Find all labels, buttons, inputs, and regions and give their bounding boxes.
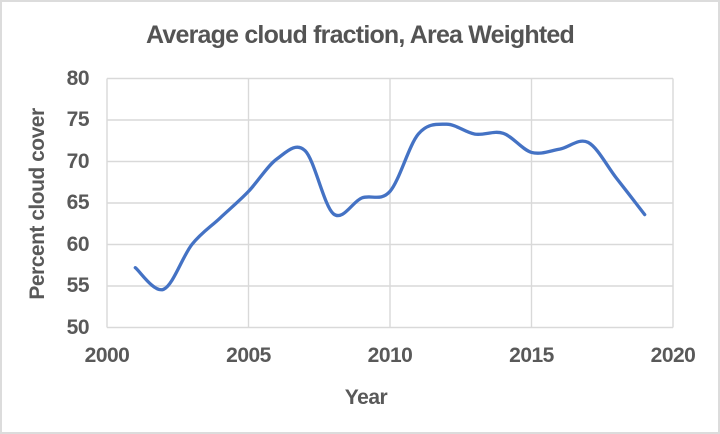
- y-tick-label: 70: [66, 149, 90, 173]
- y-tick-label: 60: [66, 232, 90, 256]
- x-tick-label: 2005: [226, 344, 271, 367]
- y-axis-title: Percent cloud cover: [26, 108, 49, 300]
- y-tick-label: 55: [66, 274, 90, 297]
- x-tick-label: 2015: [509, 344, 554, 367]
- x-tick-label: 2010: [367, 344, 413, 367]
- y-tick-label: 50: [66, 315, 90, 339]
- cloud-fraction-line: [133, 122, 647, 292]
- x-axis-title: Year: [344, 386, 388, 409]
- y-tick-label: 80: [66, 66, 90, 90]
- y-tick-label: 65: [66, 191, 90, 214]
- y-tick-label: 75: [66, 108, 90, 131]
- x-tick-label: 2020: [650, 344, 696, 367]
- x-tick-label: 2000: [84, 344, 130, 367]
- chart-title: Average cloud fraction, Area Weighted: [146, 21, 575, 49]
